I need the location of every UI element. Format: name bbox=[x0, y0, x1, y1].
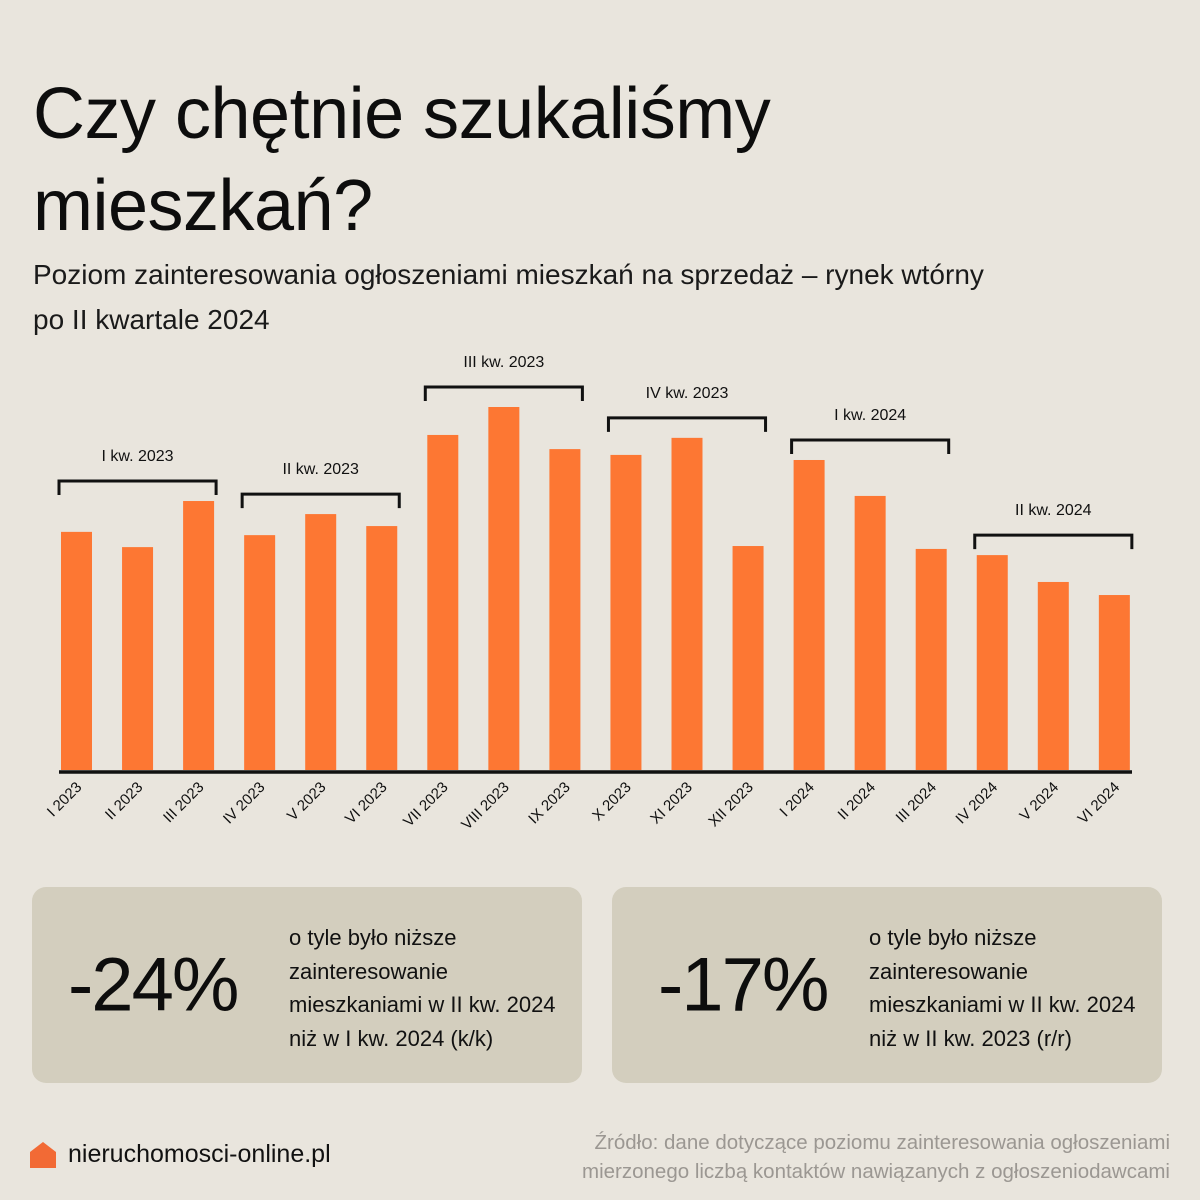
bar bbox=[366, 526, 398, 770]
subtitle-line-2: po II kwartale 2024 bbox=[33, 304, 270, 335]
stat-description-line: mieszkaniami w II kw. 2024 bbox=[289, 992, 556, 1017]
quarter-label: IV kw. 2023 bbox=[646, 385, 729, 402]
stat-description-line: niż w I kw. 2024 (k/k) bbox=[289, 1025, 494, 1051]
stat-card-yoy: -17% o tyle było niższe zainteresowanie … bbox=[612, 887, 1162, 1083]
x-tick-label: III 2024 bbox=[893, 779, 940, 826]
stat-card-qoq: -24% o tyle było niższe zainteresowanie … bbox=[32, 887, 582, 1083]
quarter-label: I kw. 2024 bbox=[834, 407, 906, 424]
x-tick-label: VIII 2023 bbox=[458, 779, 512, 833]
x-tick-label: III 2023 bbox=[160, 779, 207, 826]
quarter-label: II kw. 2024 bbox=[1015, 502, 1092, 519]
x-tick-label: XI 2023 bbox=[647, 779, 696, 828]
x-tick-label: VI 2023 bbox=[342, 779, 391, 828]
bar bbox=[671, 437, 703, 770]
stat-description-line: mieszkaniami w II kw. 2024 bbox=[869, 992, 1136, 1017]
stat-description-line: o tyle było niższe bbox=[289, 925, 457, 950]
page-title: Czy chętnie szukaliśmy mieszkań? bbox=[33, 68, 1133, 252]
bar bbox=[488, 407, 520, 770]
source-note: Źródło: dane dotyczące poziomu zainteres… bbox=[582, 1128, 1170, 1186]
quarter-label: III kw. 2023 bbox=[463, 354, 544, 371]
quarter-bracket bbox=[240, 492, 401, 509]
bar bbox=[61, 531, 92, 770]
house-icon bbox=[30, 1141, 56, 1168]
subtitle-line-1: Poziom zainteresowania ogłoszeniami mies… bbox=[33, 259, 984, 290]
bar bbox=[854, 495, 886, 770]
x-tick-label: VII 2023 bbox=[400, 779, 452, 831]
stat-value: -24% bbox=[68, 942, 239, 1028]
quarter-label: I kw. 2023 bbox=[102, 448, 174, 465]
bar bbox=[915, 548, 947, 770]
stat-description: o tyle było niższe zainteresowanie miesz… bbox=[289, 921, 556, 1055]
x-tick-label: V 2024 bbox=[1016, 779, 1062, 825]
x-tick-label: X 2023 bbox=[589, 779, 635, 825]
source-line-1: Źródło: dane dotyczące poziomu zainteres… bbox=[594, 1131, 1170, 1154]
bar bbox=[244, 535, 276, 770]
x-tick-label: V 2023 bbox=[284, 779, 330, 825]
bar bbox=[183, 501, 215, 770]
quarter-bracket bbox=[973, 533, 1134, 550]
bar-chart: I 2023 II 2023 III 2023 IV 2023 V 2023 VI 202… bbox=[44, 354, 1134, 833]
bar bbox=[549, 449, 581, 770]
stat-value: -17% bbox=[658, 942, 829, 1028]
source-line-2: mierzonego liczbą kontaktów nawiązanych … bbox=[582, 1160, 1170, 1183]
x-tick-label: IV 2024 bbox=[952, 779, 1001, 828]
stat-description-line: niż w II kw. 2023 (r/r) bbox=[869, 1025, 1072, 1051]
quarter-bracket bbox=[606, 416, 768, 432]
brand-name: nieruchomosci-online.pl bbox=[68, 1140, 331, 1168]
stat-description-line: zainteresowanie bbox=[289, 958, 448, 984]
title-line-2: mieszkań? bbox=[33, 166, 373, 246]
bar bbox=[732, 546, 764, 770]
stat-description-line: o tyle było niższe bbox=[869, 925, 1037, 950]
brand-logo[interactable]: nieruchomosci-online.pl bbox=[30, 1140, 331, 1169]
bar bbox=[1098, 595, 1130, 770]
bar bbox=[1037, 581, 1069, 770]
x-tick-label: II 2023 bbox=[102, 779, 146, 823]
bar bbox=[793, 459, 825, 770]
x-tick-label: I 2023 bbox=[44, 779, 86, 821]
stat-description-line: zainteresowanie bbox=[869, 958, 1028, 984]
quarter-bracket bbox=[57, 479, 218, 496]
bar bbox=[976, 555, 1008, 770]
bar bbox=[122, 547, 154, 770]
bar bbox=[305, 514, 337, 770]
stat-description: o tyle było niższe zainteresowanie miesz… bbox=[869, 921, 1136, 1055]
quarter-bracket bbox=[790, 438, 951, 454]
bar bbox=[610, 454, 642, 770]
title-line-1: Czy chętnie szukaliśmy bbox=[33, 74, 771, 154]
x-tick-label: I 2024 bbox=[776, 779, 818, 821]
x-tick-label: IV 2023 bbox=[220, 779, 269, 828]
x-tick-label: XII 2023 bbox=[705, 779, 757, 831]
chart-subtitle: Poziom zainteresowania ogłoszeniami mies… bbox=[33, 252, 1153, 342]
x-tick-label: II 2024 bbox=[835, 779, 879, 823]
bar bbox=[427, 434, 459, 770]
quarter-bracket bbox=[423, 385, 584, 401]
x-tick-label: VI 2024 bbox=[1075, 779, 1124, 828]
x-tick-label: IX 2023 bbox=[525, 779, 574, 828]
quarter-label: II kw. 2023 bbox=[282, 461, 359, 478]
